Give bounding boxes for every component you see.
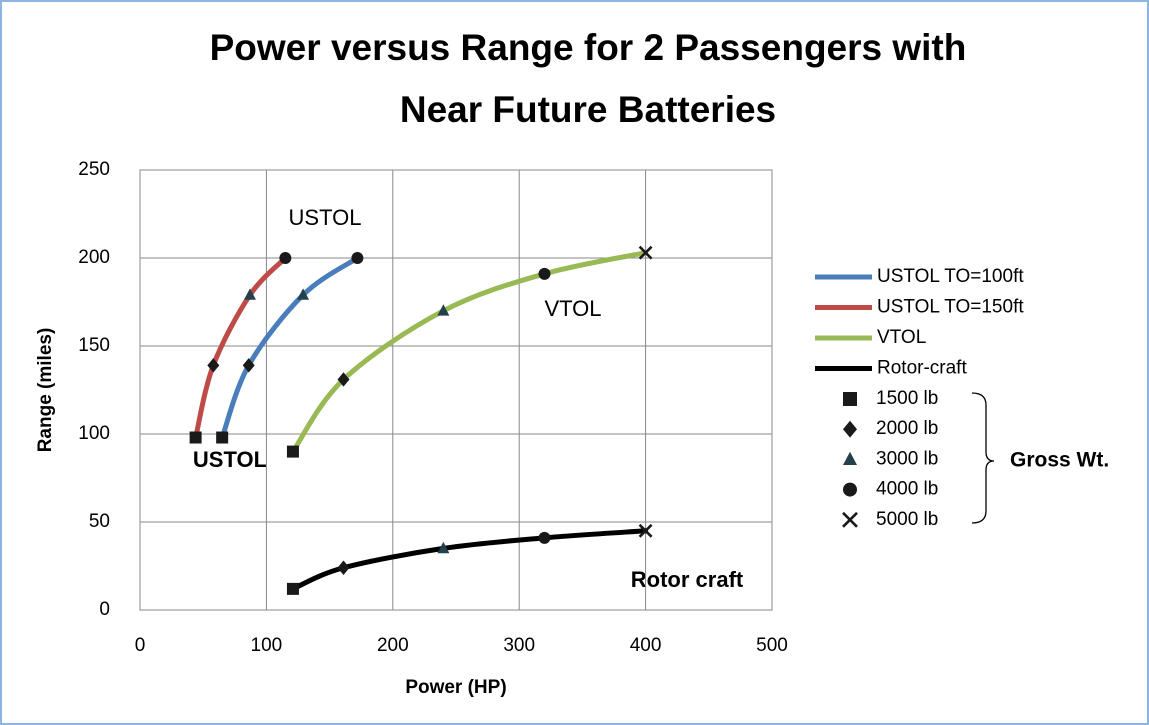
point <box>638 245 653 260</box>
marker-group-label: Gross Wt. <box>1010 449 1109 472</box>
annotation: Rotor craft <box>631 567 744 592</box>
legend-marker <box>843 451 857 465</box>
point <box>216 431 229 444</box>
annotation: VTOL <box>544 296 601 321</box>
series-line <box>219 255 360 441</box>
point <box>538 531 551 544</box>
point <box>189 431 202 444</box>
y-tick-label: 0 <box>99 599 110 620</box>
point <box>638 523 653 538</box>
x-tick-label: 100 <box>251 635 283 656</box>
legend-label: 1500 lb <box>876 388 938 409</box>
y-tick-label: 150 <box>78 335 110 356</box>
point <box>242 358 255 373</box>
y-axis-label: Range (miles) <box>35 328 56 453</box>
point <box>297 288 310 300</box>
brace <box>971 392 995 524</box>
legend-label: 2000 lb <box>876 418 938 439</box>
x-tick-label: 500 <box>756 635 788 656</box>
legend-label: USTOL TO=100ft <box>877 266 1024 287</box>
legend-marker <box>843 392 857 406</box>
legend-marker <box>843 482 857 497</box>
legend-label: VTOL <box>877 327 926 348</box>
chart-title: Near Future Batteries <box>400 89 776 130</box>
series-line <box>290 528 649 592</box>
point <box>437 541 450 554</box>
point <box>207 358 220 373</box>
y-tick-label: 50 <box>89 511 110 532</box>
point <box>243 288 256 300</box>
chart-title: Power versus Range for 2 Passengers with <box>210 27 967 68</box>
legend-label: 3000 lb <box>876 448 938 469</box>
point <box>351 252 364 264</box>
annotation: USTOL <box>289 205 362 230</box>
legend-label: USTOL TO=150ft <box>877 297 1024 318</box>
y-tick-label: 250 <box>78 159 110 180</box>
x-axis-label: Power (HP) <box>405 677 506 698</box>
point <box>437 304 450 316</box>
x-tick-label: 0 <box>135 635 146 656</box>
x-tick-label: 200 <box>377 635 409 656</box>
legend-label: Rotor-craft <box>877 358 967 379</box>
plot-border <box>139 169 773 611</box>
point <box>286 445 299 458</box>
point <box>337 372 350 387</box>
legend-marker <box>843 420 857 438</box>
point <box>538 267 551 280</box>
point <box>279 252 292 264</box>
y-tick-label: 200 <box>78 247 110 268</box>
y-tick-label: 100 <box>78 423 110 444</box>
legend-marker <box>842 511 858 528</box>
annotation: USTOL <box>193 447 267 472</box>
series-line <box>193 255 288 441</box>
legend-label: 5000 lb <box>876 509 938 530</box>
legend-label: 4000 lb <box>876 479 938 500</box>
point <box>337 560 350 575</box>
x-tick-label: 300 <box>503 635 535 656</box>
x-tick-label: 400 <box>630 635 662 656</box>
point <box>286 582 299 595</box>
